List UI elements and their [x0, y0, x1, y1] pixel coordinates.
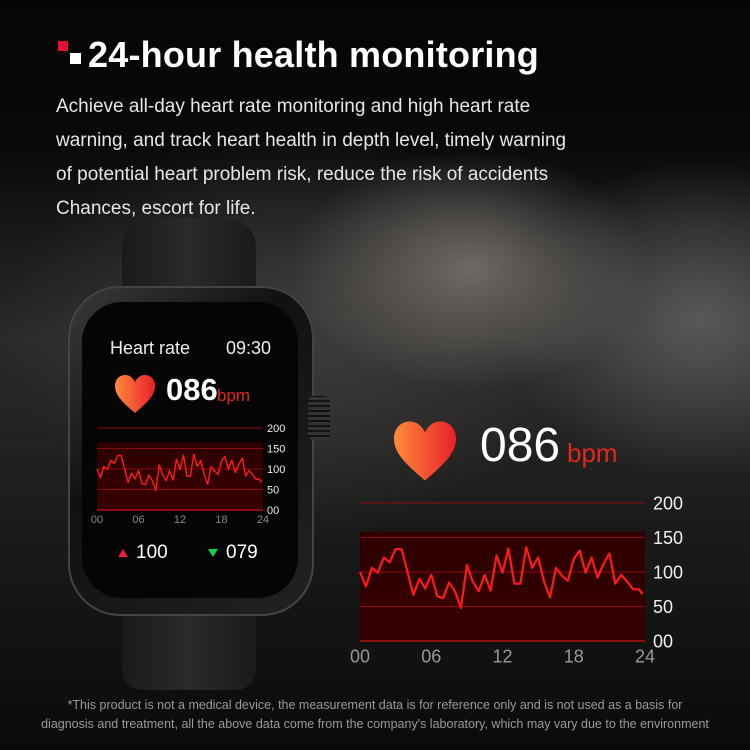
y-tick-label: 150 — [653, 528, 683, 548]
plot-shade — [360, 589, 645, 641]
y-tick-label: 150 — [267, 443, 285, 455]
x-tick-label: 12 — [492, 647, 512, 667]
x-tick-label: 24 — [635, 647, 655, 667]
screen-time: 09:30 — [226, 338, 272, 358]
arrow-up-icon — [118, 549, 128, 557]
x-tick-label: 18 — [564, 647, 584, 667]
disclaimer: *This product is not a medical device, t… — [0, 696, 750, 734]
description-line: warning, and track heart health in depth… — [56, 130, 567, 151]
y-tick-label: 00 — [267, 505, 279, 517]
x-tick-label: 18 — [215, 514, 227, 526]
screen-title: Heart rate — [110, 338, 191, 358]
screen-heart-rate: 086 — [166, 372, 218, 407]
disclaimer-line: diagnosis and treatment, all the above d… — [41, 717, 709, 731]
description-line: Chances, escort for life. — [56, 198, 256, 219]
description: Achieve all-day heart rate monitoring an… — [56, 90, 616, 226]
heart-rate-line — [96, 453, 263, 491]
x-tick-label: 00 — [91, 514, 103, 526]
max-heart-rate: 100 — [118, 542, 168, 564]
description-line: Achieve all-day heart rate monitoring an… — [56, 96, 531, 117]
squares-icon — [58, 38, 88, 72]
page-title: 24-hour health monitoring — [88, 34, 539, 75]
watch-strap-top — [122, 218, 256, 288]
min-heart-rate: 079 — [208, 542, 258, 564]
y-tick-label: 200 — [267, 423, 285, 435]
x-tick-label: 24 — [257, 514, 269, 526]
callout-unit: bpm — [567, 438, 618, 468]
x-tick-label: 06 — [421, 647, 441, 667]
headline: 24-hour health monitoring — [58, 34, 539, 76]
plot-shade — [97, 479, 263, 510]
x-tick-label: 00 — [350, 647, 370, 667]
y-tick-label: 200 — [653, 493, 683, 513]
y-tick-label: 50 — [267, 484, 279, 496]
heart-rate-line — [358, 546, 644, 610]
large-heart-icon — [394, 421, 456, 481]
max-value: 100 — [136, 542, 168, 563]
x-tick-label: 12 — [174, 514, 186, 526]
min-value: 079 — [226, 542, 258, 563]
screen-unit: bpm — [217, 386, 251, 405]
y-tick-label: 00 — [653, 631, 673, 651]
y-tick-label: 100 — [653, 562, 683, 582]
y-tick-label: 50 — [653, 597, 673, 617]
callout-heart-rate: 086 — [480, 419, 561, 472]
disclaimer-line: *This product is not a medical device, t… — [67, 698, 683, 712]
y-tick-label: 100 — [267, 464, 285, 476]
arrow-down-icon — [208, 549, 218, 557]
description-line: of potential heart problem risk, reduce … — [56, 164, 549, 185]
heart-icon — [115, 375, 155, 413]
x-tick-label: 06 — [132, 514, 144, 526]
watch-crown — [308, 396, 330, 440]
